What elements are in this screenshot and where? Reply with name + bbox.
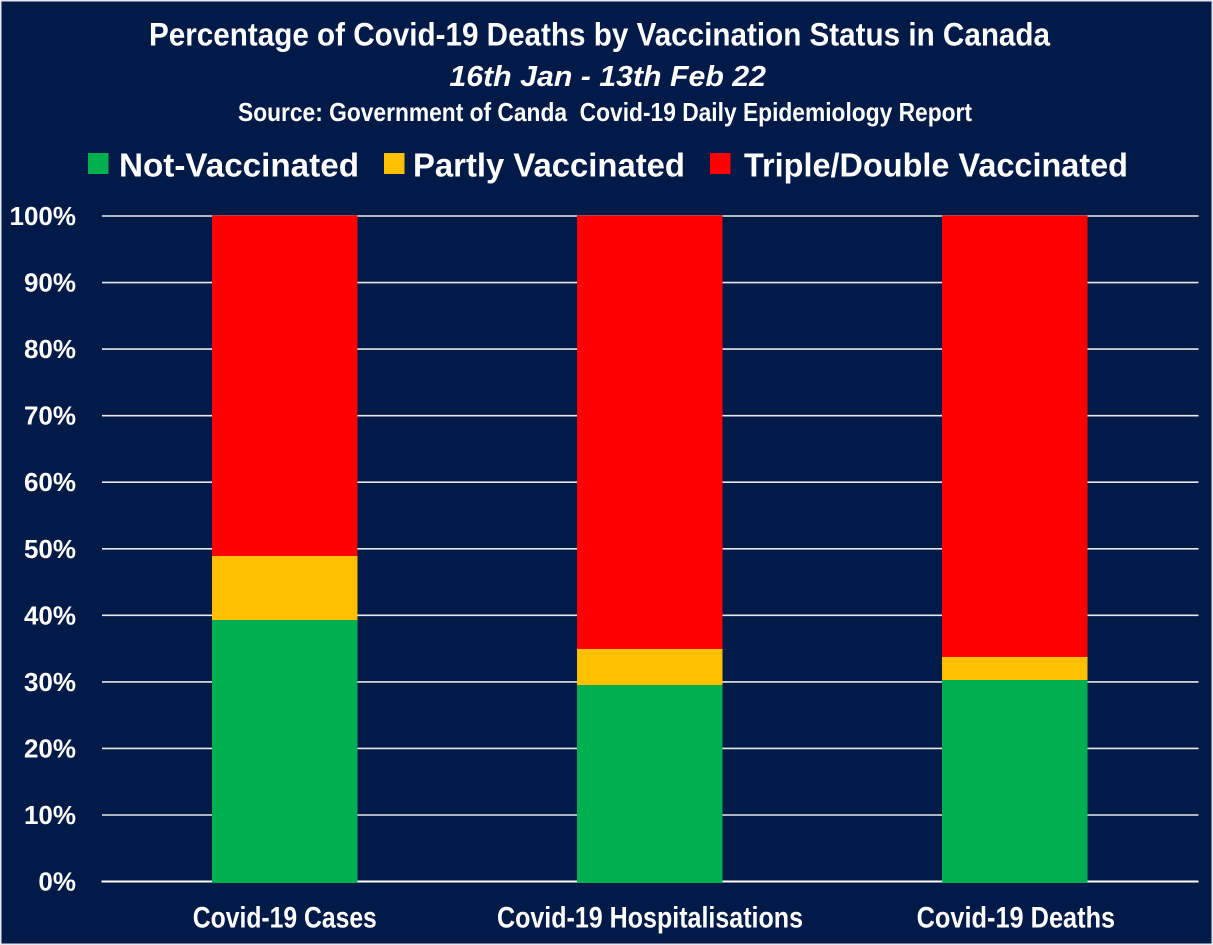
svg-text:Percentage of Covid-19 Deaths: Percentage of Covid-19 Deaths by Vaccina… — [149, 16, 1051, 52]
svg-text:Not-Vaccinated: Not-Vaccinated — [119, 146, 359, 183]
svg-text:Covid-19 Cases: Covid-19 Cases — [193, 902, 377, 935]
svg-text:10%: 10% — [24, 800, 76, 830]
svg-text:20%: 20% — [24, 733, 76, 763]
svg-text:80%: 80% — [24, 334, 76, 364]
svg-text:40%: 40% — [24, 600, 76, 630]
svg-text:Covid-19 Hospitalisations: Covid-19 Hospitalisations — [497, 902, 803, 935]
svg-text:Partly Vaccinated: Partly Vaccinated — [413, 146, 685, 183]
svg-text:0%: 0% — [38, 867, 76, 897]
svg-text:50%: 50% — [24, 534, 76, 564]
svg-text:90%: 90% — [24, 268, 76, 298]
svg-text:100%: 100% — [10, 201, 77, 231]
svg-text:Triple/Double Vaccinated: Triple/Double Vaccinated — [744, 146, 1128, 183]
svg-text:Source: Government of Canda C: Source: Government of Canda Covid-19 Dai… — [238, 97, 972, 127]
svg-text:16th Jan - 13th Feb 22: 16th Jan - 13th Feb 22 — [449, 61, 766, 93]
svg-text:70%: 70% — [24, 401, 76, 431]
svg-text:Covid-19 Deaths: Covid-19 Deaths — [917, 902, 1116, 935]
svg-text:30%: 30% — [24, 667, 76, 697]
svg-text:60%: 60% — [24, 467, 76, 497]
